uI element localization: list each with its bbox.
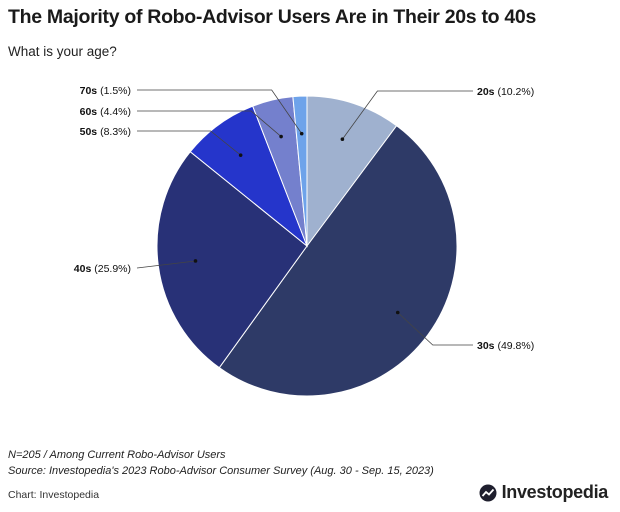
- investopedia-logo-icon: [479, 484, 497, 501]
- leader-line-30s: [397, 312, 473, 346]
- pie-slice-20s[interactable]: [306, 95, 398, 248]
- leader-dot-20s: [340, 137, 345, 142]
- leader-dot-50s: [238, 153, 243, 157]
- chart-title: The Majority of Robo-Advisor Users Are i…: [8, 6, 537, 28]
- leader-dot-60s: [279, 134, 283, 139]
- chart-subtitle: What is your age?: [8, 44, 117, 59]
- slice-label-50s: 50s (8.3%): [80, 126, 131, 138]
- pie-slice-40s[interactable]: [156, 151, 308, 369]
- brand-name: Investopedia: [501, 482, 609, 502]
- brand-logo[interactable]: Investopedia: [479, 482, 608, 503]
- slice-label-20s: 20s (10.2%): [477, 86, 534, 98]
- leader-dot-70s: [299, 131, 304, 136]
- sample-footnote: N=205 / Among Current Robo-Advisor Users: [8, 449, 226, 461]
- slice-label-40s: 40s (25.9%): [74, 263, 131, 275]
- source-note: Source: Investopedia's 2023 Robo-Advisor…: [8, 465, 434, 477]
- chart-credit: Chart: Investopedia: [8, 489, 100, 501]
- slice-label-30s: 30s (49.8%): [477, 340, 534, 352]
- leader-line-40s: [136, 260, 196, 269]
- leader-line-20s: [342, 90, 473, 140]
- leader-dot-40s: [193, 259, 198, 263]
- leader-line-50s: [137, 130, 241, 156]
- pie-slice-30s[interactable]: [218, 125, 458, 397]
- leader-line-60s: [137, 110, 282, 137]
- slice-label-60s: 60s (4.4%): [80, 106, 131, 118]
- leader-dot-30s: [395, 310, 400, 315]
- leader-line-70s: [137, 89, 303, 134]
- slice-label-70s: 70s (1.5%): [80, 85, 131, 97]
